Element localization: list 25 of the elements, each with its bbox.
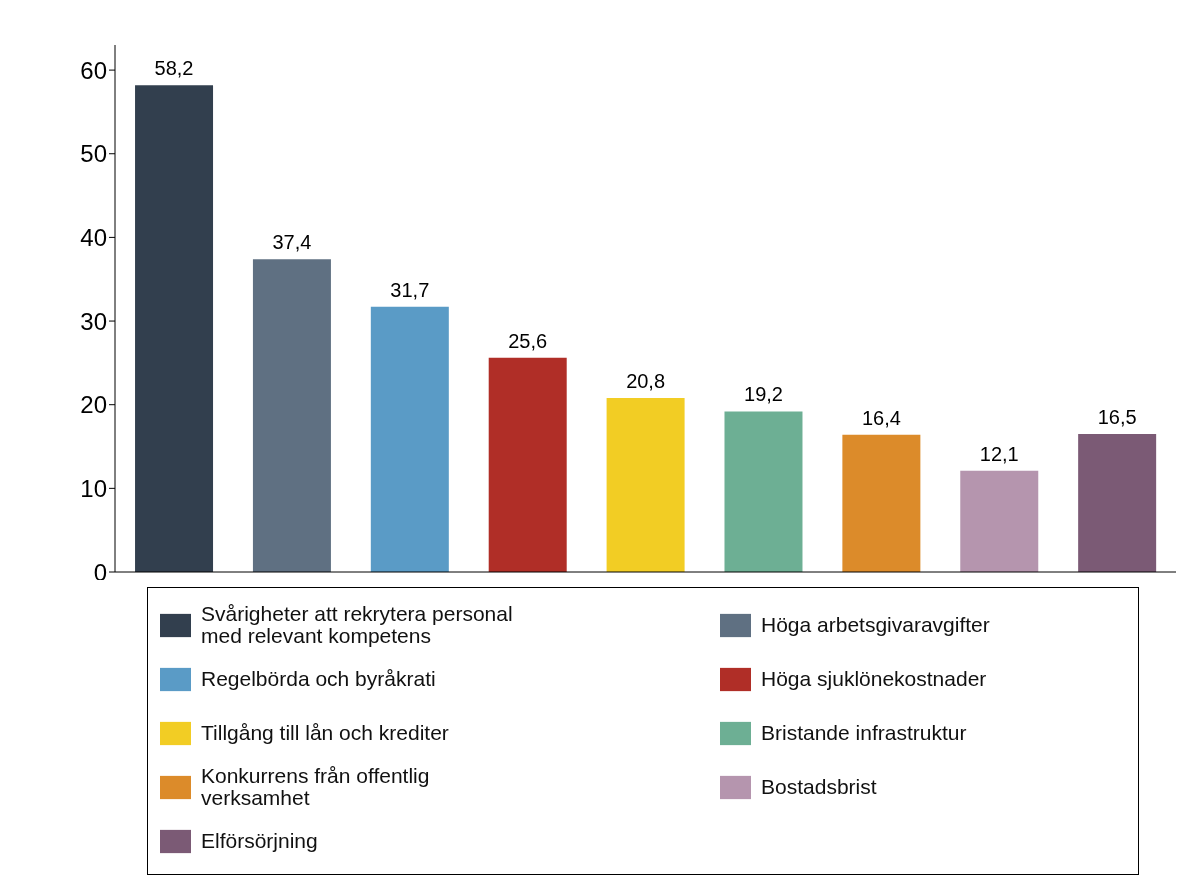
legend-label: Elförsörjning	[201, 829, 318, 852]
data-label: 31,7	[390, 278, 430, 301]
y-tick-label: 40	[80, 223, 107, 251]
data-label: 16,5	[1097, 405, 1137, 428]
y-tick-label: 30	[80, 307, 107, 335]
data-label: 58,2	[154, 57, 194, 80]
legend-label: Svårigheter att rekrytera personal med relevant kompetens	[201, 602, 514, 647]
data-label: 12,1	[979, 442, 1019, 465]
legend-label: Bostadsbrist	[761, 775, 877, 798]
legend-label: Regelbörda och byråkrati	[201, 667, 436, 690]
y-tick-label: 10	[80, 474, 107, 502]
y-tick-label: 0	[93, 558, 107, 586]
data-label: 25,6	[508, 329, 548, 352]
data-label: 16,4	[861, 406, 901, 429]
y-tick-label: 60	[80, 56, 107, 84]
legend-label: Bristande infrastruktur	[761, 721, 967, 744]
legend-label: Höga arbetsgivaravgifter	[761, 613, 990, 636]
legend-label: Höga sjuklönekostnader	[761, 667, 987, 690]
data-label: 20,8	[626, 370, 666, 393]
legend-label: Tillgång till lån och krediter	[201, 721, 449, 744]
data-label: 37,4	[272, 231, 312, 254]
y-tick-label: 50	[80, 140, 107, 168]
y-tick-label: 20	[80, 391, 107, 419]
legend-label: Konkurrens från offentlig verksamhet	[201, 764, 431, 809]
data-label: 19,2	[744, 383, 783, 406]
